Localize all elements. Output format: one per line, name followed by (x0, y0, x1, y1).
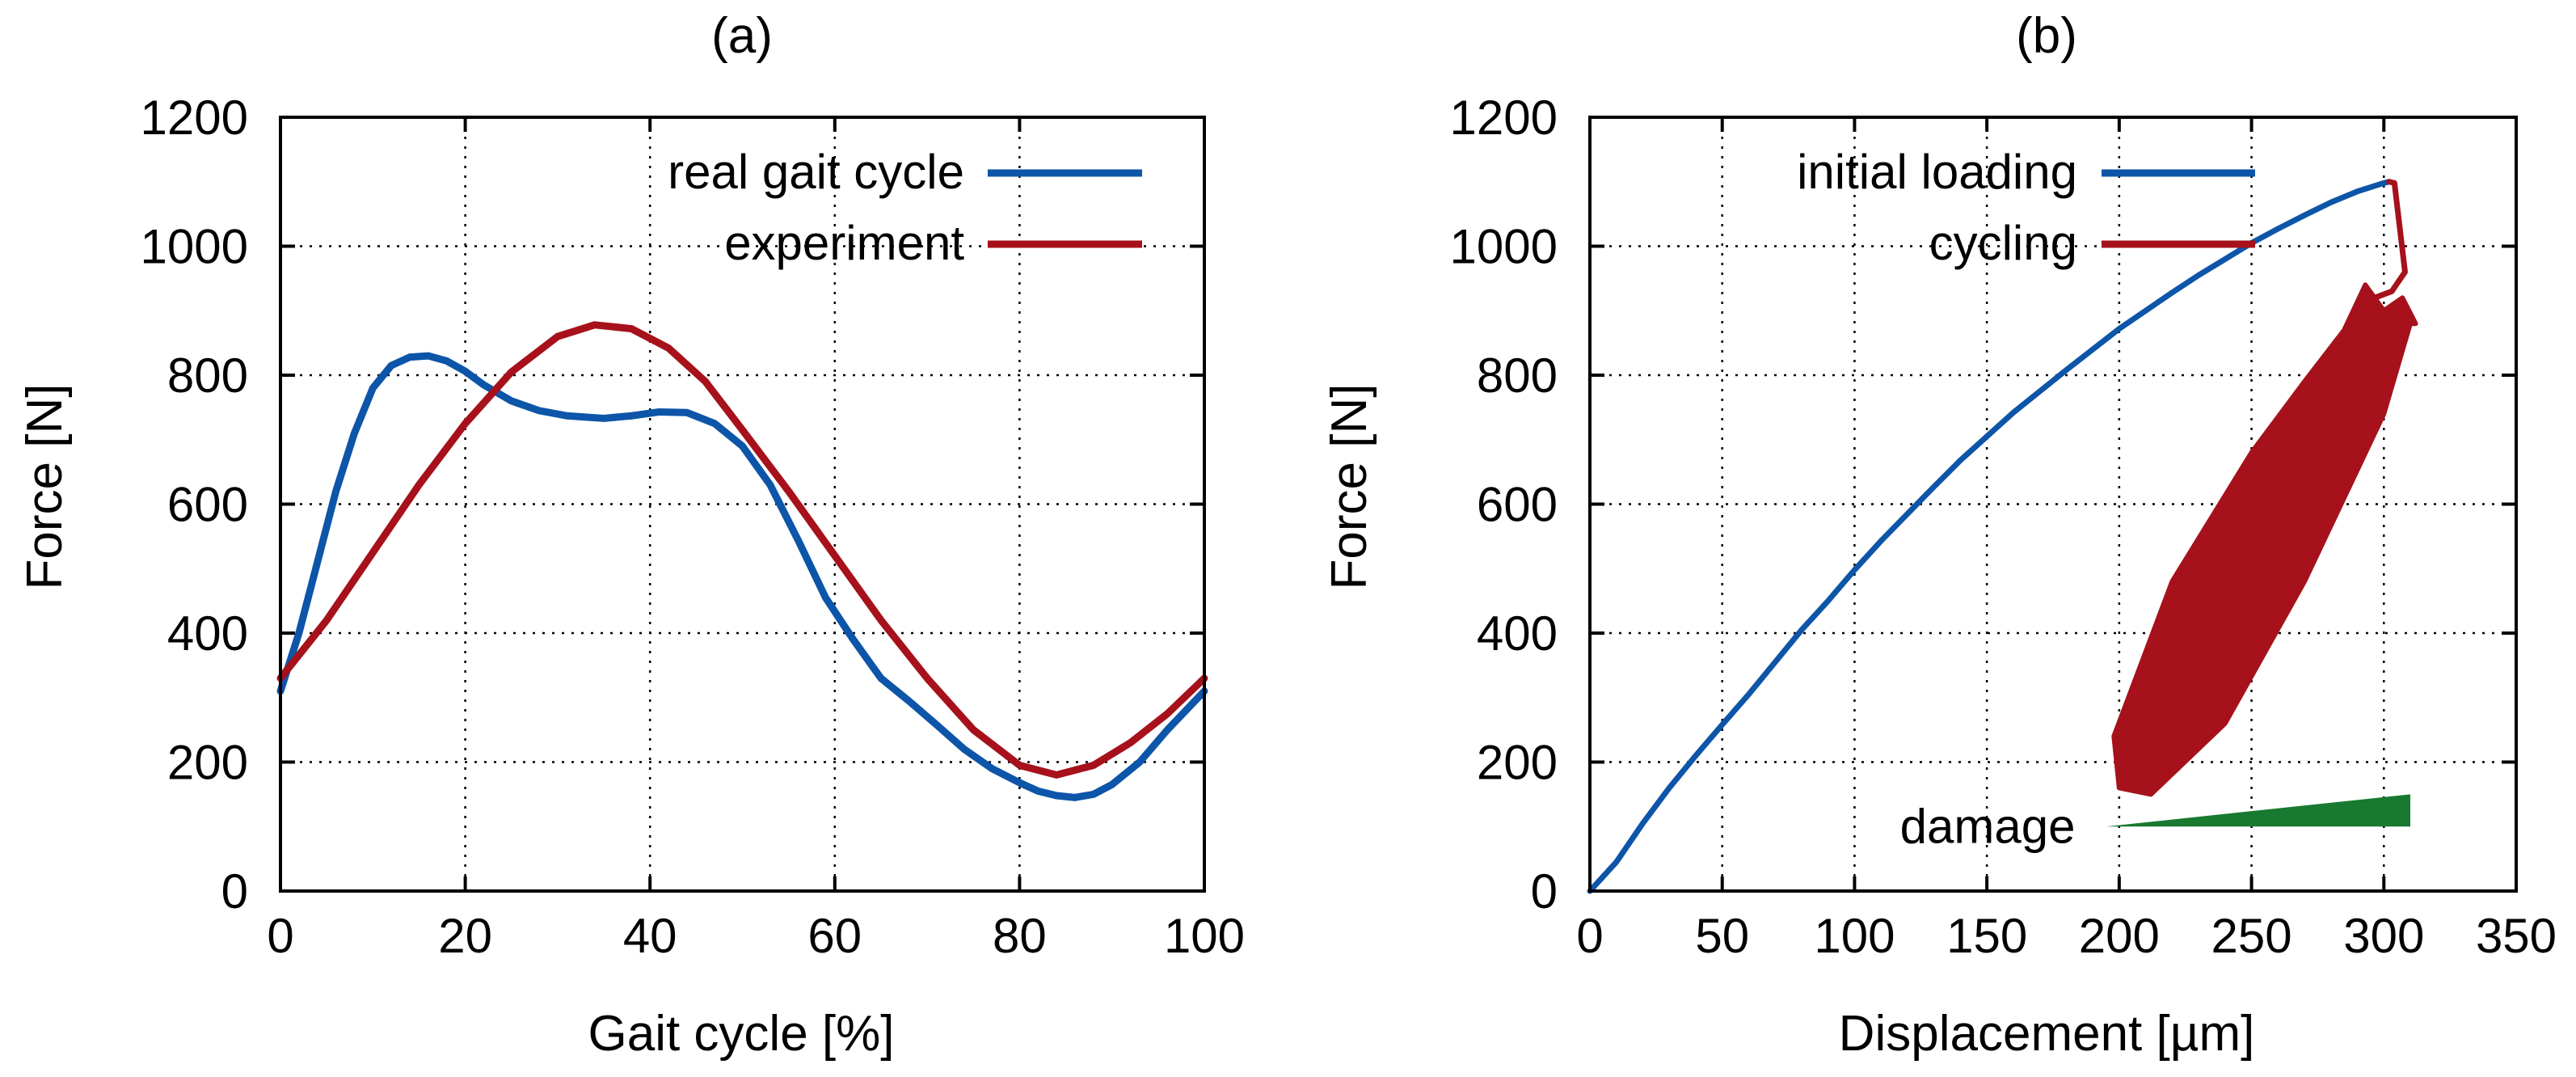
chart-b-x-tick-label: 350 (2476, 909, 2557, 963)
chart-b-y-tick-label: 1200 (1450, 91, 1558, 145)
chart-b-plot-frame (1588, 116, 2518, 893)
legend-label-real-gait-cycle: real gait cycle (668, 145, 964, 199)
chart-a-x-axis-label: Gait cycle [%] (588, 1006, 895, 1062)
chart-b-series-cycling (2355, 179, 2408, 307)
damage-wedge (2106, 794, 2411, 827)
chart-b-x-tick-label: 250 (2211, 909, 2292, 963)
chart-b-y-axis-label: Force [N] (1322, 384, 1377, 590)
chart-a-x-tick-label: 100 (1164, 909, 1245, 963)
chart-a-series-experiment (276, 321, 1208, 779)
chart-a-x-tick-label: 40 (623, 909, 677, 963)
chart-a-x-tick-label: 0 (267, 909, 293, 963)
chart-a-plot-frame (279, 116, 1206, 893)
chart-a-y-tick-label: 800 (167, 348, 248, 403)
chart-b-y-tick-label: 0 (1531, 864, 1558, 919)
chart-b-y-tick-label: 200 (1477, 736, 1558, 790)
chart-b-legend: initial loading cycling (1797, 145, 2255, 270)
chart-a-y-tick-label: 1000 (141, 220, 248, 274)
legend-label-initial-loading: initial loading (1797, 145, 2077, 199)
chart-a-title: (a) (711, 8, 773, 64)
chart-b-x-tick-label: 150 (1946, 909, 2027, 963)
chart-b-series-initial-loading (1587, 179, 2393, 894)
chart-b-x-tick-label: 100 (1814, 909, 1895, 963)
chart-b-y-tick-label: 600 (1477, 478, 1558, 532)
chart-a-y-tick-label: 1200 (141, 91, 248, 145)
chart-b-x-tick-label: 50 (1695, 909, 1749, 963)
chart-b-y-tick-label: 800 (1477, 348, 1558, 403)
chart-b-x-axis-label: Displacement [µm] (1839, 1006, 2255, 1062)
chart-b-x-tick-label: 300 (2343, 909, 2424, 963)
chart-a-y-tick-label: 0 (221, 864, 248, 919)
chart-b: (b) 0 50 100 150 200 250 300 350 0 200 400 600 800 10… (1322, 8, 2557, 1062)
chart-b-y-tick-label: 400 (1477, 606, 1558, 661)
cycling-band (2111, 282, 2418, 797)
chart-a-y-tick-label: 200 (167, 736, 248, 790)
chart-a-y-tick-label: 400 (167, 606, 248, 661)
legend-label-experiment: experiment (724, 216, 964, 270)
chart-a-x-tick-label: 20 (438, 909, 492, 963)
chart-a-y-tick-label: 600 (167, 478, 248, 532)
chart-a-series-real-gait-cycle (276, 352, 1208, 801)
chart-b-y-tick-label: 1000 (1450, 220, 1558, 274)
chart-a-x-tick-label: 80 (993, 909, 1047, 963)
chart-a-x-tick-label: 60 (807, 909, 862, 963)
damage-annotation-label: damage (1900, 799, 2076, 853)
chart-b-title: (b) (2016, 8, 2077, 64)
legend-label-cycling: cycling (1929, 216, 2077, 270)
chart-a-legend: real gait cycle experiment (668, 145, 1142, 270)
chart-b-x-tick-label: 0 (1576, 909, 1603, 963)
chart-b-x-tick-label: 200 (2079, 909, 2160, 963)
chart-a-y-axis-label: Force [N] (17, 384, 73, 590)
